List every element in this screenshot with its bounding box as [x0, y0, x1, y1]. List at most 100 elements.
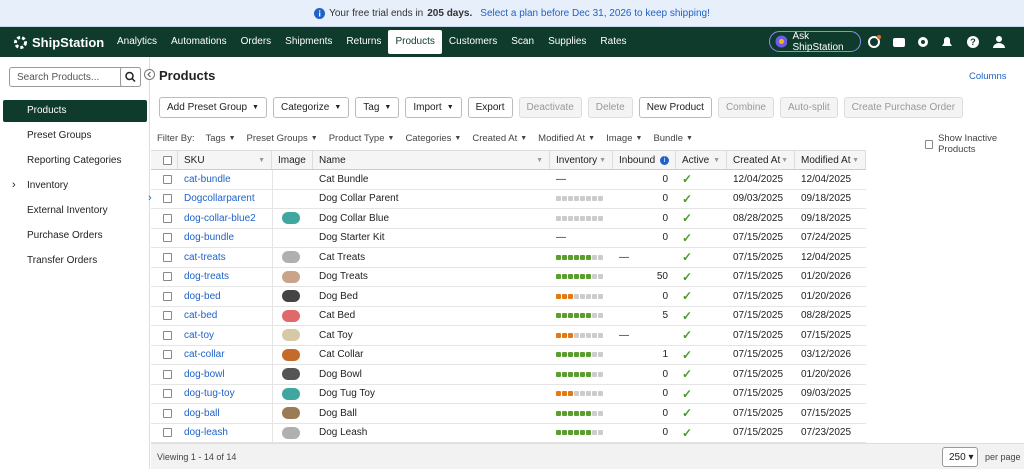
- toolbar-button[interactable]: Tag ▼: [355, 97, 400, 118]
- checkbox[interactable]: [925, 139, 934, 149]
- inventory-bar: [556, 293, 604, 299]
- checkbox[interactable]: [163, 174, 172, 184]
- sidebar-item[interactable]: Products: [3, 100, 147, 122]
- column-header[interactable]: Created At ▼: [727, 151, 795, 169]
- filter-dropdown[interactable]: Modified At ▼: [538, 133, 595, 144]
- sku-link[interactable]: dog-tug-toy: [184, 388, 235, 400]
- sku-link[interactable]: cat-bundle: [184, 173, 231, 185]
- toolbar-button[interactable]: New Product: [638, 97, 712, 118]
- image-cell: [272, 170, 313, 189]
- filter-dropdown[interactable]: Preset Groups ▼: [247, 133, 318, 144]
- sku-link[interactable]: cat-treats: [184, 251, 226, 263]
- nav-item[interactable]: Supplies: [548, 36, 587, 47]
- caret: ▼: [454, 135, 462, 142]
- brand-logo: [14, 35, 27, 49]
- checkbox[interactable]: [163, 350, 172, 360]
- sku-link[interactable]: cat-collar: [184, 349, 225, 361]
- sidebar-item[interactable]: Purchase Orders: [27, 230, 103, 241]
- modified-cell: 03/12/2026: [795, 346, 866, 365]
- column-header[interactable]: Inventory ▼: [550, 151, 613, 169]
- nav-item[interactable]: Customers: [448, 36, 498, 47]
- sku-link[interactable]: Dogcollarparent: [184, 193, 255, 205]
- checkbox[interactable]: [163, 233, 172, 243]
- inventory-segment: [598, 352, 603, 358]
- product-name: Dog Ball: [319, 407, 357, 419]
- toolbar-button[interactable]: Categorize ▼: [272, 97, 350, 118]
- sku-link[interactable]: dog-bundle: [184, 232, 235, 244]
- sku-link[interactable]: dog-collar-blue2: [184, 212, 256, 224]
- nav-item[interactable]: Products: [388, 30, 442, 54]
- checkbox[interactable]: [163, 330, 172, 340]
- nav-item[interactable]: Scan: [511, 36, 535, 47]
- created-cell: 07/15/2025: [727, 365, 795, 384]
- column-header[interactable]: Modified At ▼: [795, 151, 866, 169]
- filter-dropdown[interactable]: Image ▼: [606, 133, 642, 144]
- user-icon[interactable]: [996, 36, 1002, 42]
- checkbox[interactable]: [163, 369, 172, 379]
- sku-link[interactable]: dog-treats: [184, 271, 230, 283]
- collapse-button[interactable]: [144, 69, 155, 80]
- sku-link[interactable]: dog-ball: [184, 407, 220, 419]
- expand-arrow[interactable]: ›: [148, 191, 152, 204]
- toolbar-button[interactable]: Export: [467, 97, 513, 118]
- column-header[interactable]: Name ▼: [313, 151, 550, 169]
- column-header[interactable]: Active ▼: [676, 151, 727, 169]
- nav-item[interactable]: Shipments: [285, 36, 333, 47]
- filter-dropdown[interactable]: Categories ▼: [405, 133, 461, 144]
- show-inactive[interactable]: Show Inactive Products: [925, 133, 1024, 155]
- checkbox[interactable]: [163, 291, 172, 301]
- checkbox[interactable]: [163, 389, 172, 399]
- filter-dropdown[interactable]: Bundle ▼: [653, 133, 693, 144]
- checkbox[interactable]: [163, 408, 172, 418]
- product-thumbnail: [282, 407, 300, 420]
- help-icon[interactable]: [967, 36, 979, 48]
- sku-link[interactable]: dog-leash: [184, 427, 228, 439]
- column-title: Inbound: [619, 154, 656, 166]
- sidebar-item[interactable]: Reporting Categories: [27, 155, 122, 166]
- sku-link[interactable]: dog-bed: [184, 290, 221, 302]
- column-header[interactable]: SKU ▼: [178, 151, 272, 169]
- nav-item[interactable]: Automations: [171, 36, 227, 47]
- sku-link[interactable]: dog-bowl: [184, 368, 225, 380]
- toolbar-button[interactable]: Add Preset Group ▼: [159, 97, 267, 118]
- product-thumbnail: [282, 309, 300, 322]
- nav-item[interactable]: Analytics: [117, 36, 158, 47]
- search-button[interactable]: [120, 67, 141, 87]
- nav-item[interactable]: Orders: [240, 36, 272, 47]
- checkbox[interactable]: [163, 311, 172, 321]
- sku-link[interactable]: cat-bed: [184, 310, 218, 322]
- column-header[interactable]: Image: [272, 151, 313, 169]
- sku-link[interactable]: cat-toy: [184, 329, 215, 341]
- checkbox[interactable]: [163, 428, 172, 438]
- inventory-segment: [586, 274, 591, 280]
- sku-cell: cat-treats: [178, 248, 272, 267]
- print-icon[interactable]: [893, 38, 905, 47]
- column-header[interactable]: Inbound i: [613, 151, 676, 169]
- banner-link[interactable]: Select a plan before Dec 31, 2026 to kee…: [480, 7, 710, 19]
- inventory-segment: [598, 332, 603, 338]
- sidebar-item[interactable]: Inventory: [27, 180, 69, 191]
- checkbox[interactable]: [163, 272, 172, 282]
- nav-item[interactable]: Returns: [346, 36, 382, 47]
- filter-dropdown[interactable]: Created At ▼: [472, 133, 527, 144]
- sidebar-item[interactable]: Preset Groups: [27, 130, 92, 141]
- checkbox[interactable]: [163, 252, 172, 262]
- sidebar-item[interactable]: Transfer Orders: [27, 255, 98, 266]
- nav-item[interactable]: Rates: [600, 36, 627, 47]
- toolbar-button[interactable]: Import ▼: [405, 97, 462, 118]
- product-thumbnail: [282, 426, 300, 439]
- refresh-icon[interactable]: [868, 36, 880, 48]
- columns-link[interactable]: Columns: [969, 71, 1007, 82]
- filter-dropdown[interactable]: Product Type ▼: [329, 133, 395, 144]
- brand[interactable]: ShipStation: [14, 35, 110, 50]
- checkbox[interactable]: [163, 194, 172, 204]
- checkbox[interactable]: [163, 213, 172, 223]
- inventory-segment: [598, 196, 603, 202]
- page-size-select[interactable]: 250 ▾: [942, 447, 978, 467]
- checkbox[interactable]: [163, 155, 172, 165]
- bell-icon[interactable]: [942, 37, 952, 46]
- ask-button[interactable]: Ask ShipStation: [769, 31, 861, 53]
- sidebar-item[interactable]: External Inventory: [27, 205, 108, 216]
- filter-dropdown[interactable]: Tags ▼: [205, 133, 235, 144]
- image-cell: [272, 209, 313, 228]
